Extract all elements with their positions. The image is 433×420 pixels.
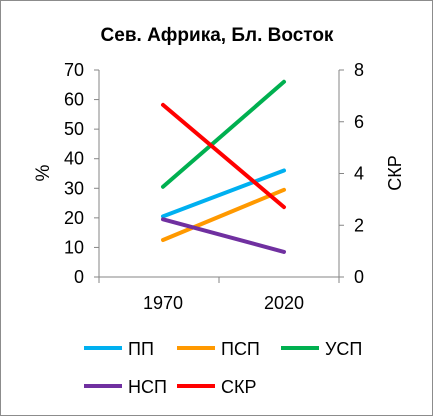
legend-label-НСП: НСП <box>128 377 167 397</box>
series-line-СКР <box>161 102 286 210</box>
left-tick-label: 70 <box>64 60 84 80</box>
series-line-ПСП <box>161 187 286 242</box>
series-line-ПП <box>161 168 286 219</box>
left-tick-label: 20 <box>64 208 84 228</box>
legend-label-СКР: СКР <box>221 377 257 397</box>
y2-axis-label: СКР <box>385 155 405 191</box>
right-tick-label: 8 <box>354 60 364 80</box>
left-tick-label: 30 <box>64 178 84 198</box>
right-tick-label: 2 <box>354 215 364 235</box>
series-line-УСП <box>161 79 286 189</box>
chart-title: Сев. Африка, Бл. Восток <box>101 25 334 46</box>
series-line-НСП <box>161 217 286 254</box>
legend-label-ПП: ПП <box>128 339 154 359</box>
left-tick-label: 50 <box>64 119 84 139</box>
right-tick-label: 4 <box>354 164 364 184</box>
left-tick-label: 40 <box>64 149 84 169</box>
x-tick-label: 2020 <box>264 293 304 313</box>
legend-label-УСП: УСП <box>325 339 362 359</box>
left-tick-label: 0 <box>74 267 84 287</box>
left-tick-label: 60 <box>64 90 84 110</box>
legend-label-ПСП: ПСП <box>221 339 260 359</box>
right-tick-label: 0 <box>354 267 364 287</box>
x-tick-label: 1970 <box>143 293 183 313</box>
right-tick-label: 6 <box>354 112 364 132</box>
y-axis-label: % <box>33 164 54 181</box>
left-tick-label: 10 <box>64 237 84 257</box>
